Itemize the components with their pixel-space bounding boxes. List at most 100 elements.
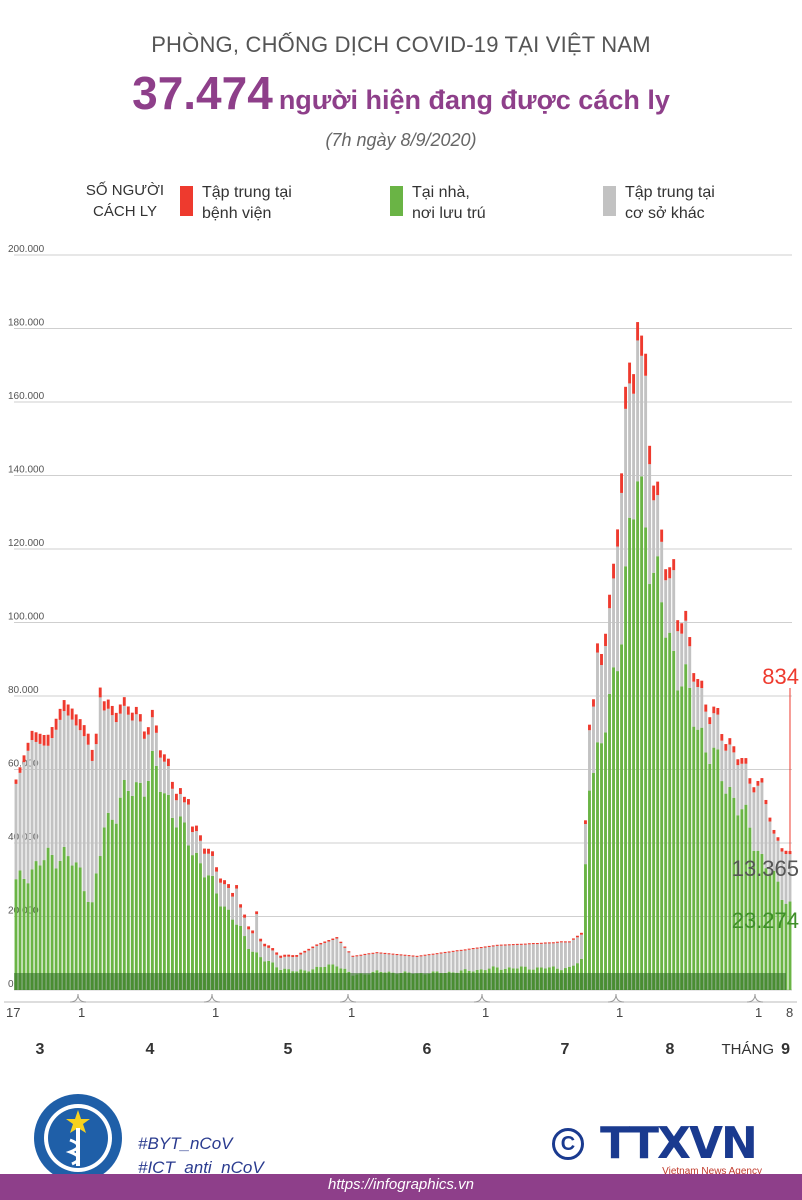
bar-hospital xyxy=(768,817,772,822)
bar-hospital xyxy=(612,563,615,579)
bar-hospital xyxy=(78,719,82,731)
bar-hospital xyxy=(98,687,102,698)
bar-hospital xyxy=(580,932,583,935)
bar-other xyxy=(551,943,555,967)
bar-hospital xyxy=(443,951,447,954)
bar-hospital xyxy=(708,717,712,725)
bar-other xyxy=(475,948,479,970)
bar-home xyxy=(592,773,595,990)
bar-home xyxy=(604,732,607,990)
bar-hospital xyxy=(475,947,479,949)
bar-home xyxy=(656,556,660,990)
bar-other xyxy=(628,383,632,518)
bar-hospital xyxy=(259,938,263,942)
bar-other xyxy=(772,833,776,871)
bar-other xyxy=(90,760,94,903)
bar-other xyxy=(664,580,668,638)
bar-home xyxy=(239,925,243,990)
month-bracket xyxy=(473,993,491,1003)
bar-home xyxy=(142,796,146,990)
bar-hospital xyxy=(299,952,303,955)
bar-home xyxy=(704,752,708,990)
bar-hospital xyxy=(624,386,628,409)
bar-hospital xyxy=(134,706,138,715)
bar-hospital xyxy=(784,850,788,854)
bar-other xyxy=(487,947,491,969)
bar-home xyxy=(187,845,190,990)
headline-number: 37.474 xyxy=(132,67,273,119)
bar-hospital xyxy=(447,951,451,953)
bar-other xyxy=(756,785,760,851)
bar-hospital xyxy=(22,755,26,763)
bar-home xyxy=(162,793,166,990)
bar-other xyxy=(403,955,407,972)
hashtag-ict[interactable]: #ICT_anti_nCoV xyxy=(138,1158,264,1177)
bar-hospital xyxy=(632,374,636,394)
bar-hospital xyxy=(90,749,94,761)
bar-other xyxy=(178,794,182,817)
bar-hospital xyxy=(207,848,210,854)
bar-hospital xyxy=(247,926,251,930)
hashtags: #BYT_nCoV #ICT_anti_nCoV xyxy=(138,1132,264,1180)
bar-hospital xyxy=(339,941,343,944)
x-day-label: 1 xyxy=(212,1005,219,1020)
bar-other xyxy=(126,714,130,791)
bar-other xyxy=(592,706,595,774)
bar-other xyxy=(656,495,660,557)
bar-home xyxy=(235,924,239,990)
bar-other xyxy=(740,763,744,810)
bar-other xyxy=(451,951,455,973)
bar-other xyxy=(479,948,483,970)
y-axis-label-line2: CÁCH LY xyxy=(93,203,157,220)
bar-home xyxy=(760,853,764,990)
bar-hospital xyxy=(243,914,247,918)
bar-home xyxy=(247,949,251,990)
bar-hospital xyxy=(539,942,543,944)
bar-other xyxy=(684,620,688,665)
bar-hospital xyxy=(696,679,700,687)
bar-other xyxy=(483,947,487,971)
x-month-label: 4 xyxy=(146,1041,155,1058)
bar-hospital xyxy=(644,353,648,376)
bar-other xyxy=(788,854,792,902)
bar-hospital xyxy=(467,948,471,950)
bar-home xyxy=(632,519,636,990)
bar-hospital xyxy=(255,911,259,915)
bar-hospital xyxy=(395,953,399,956)
x-day-label: 1 xyxy=(78,1005,85,1020)
hashtag-byt[interactable]: #BYT_nCoV xyxy=(138,1134,233,1153)
bar-other xyxy=(134,714,138,783)
bar-hospital xyxy=(636,322,640,341)
bar-home xyxy=(54,868,58,990)
bar-home xyxy=(664,637,668,990)
legend-item-hospital: Tập trung tại bệnh viện xyxy=(180,182,292,224)
bar-hospital xyxy=(596,643,599,653)
bar-other xyxy=(636,340,640,482)
bar-other xyxy=(247,929,251,950)
bar-hospital xyxy=(251,930,255,934)
bar-home xyxy=(644,527,648,990)
bar-home xyxy=(788,901,792,990)
bar-hospital xyxy=(700,680,704,689)
bar-hospital xyxy=(780,848,784,852)
bar-home xyxy=(676,690,680,990)
bar-hospital xyxy=(555,941,559,943)
bar-other xyxy=(223,884,226,907)
source-url[interactable]: https://infographics.vn xyxy=(328,1176,474,1193)
bar-hospital xyxy=(335,937,339,939)
bar-other xyxy=(182,802,186,823)
y-tick-label: 0 xyxy=(8,979,14,990)
bar-hospital xyxy=(652,485,656,501)
bar-other xyxy=(732,752,736,798)
bar-hospital xyxy=(523,943,527,945)
bar-other xyxy=(471,949,475,972)
copyright-icon: C xyxy=(552,1128,584,1160)
bar-home xyxy=(696,729,700,990)
bar-home xyxy=(166,794,170,990)
bar-other xyxy=(411,956,415,974)
bar-home xyxy=(600,743,603,990)
bar-hospital xyxy=(110,705,114,716)
bar-hospital xyxy=(640,335,644,356)
bar-other xyxy=(511,945,515,969)
bar-other xyxy=(154,732,158,766)
